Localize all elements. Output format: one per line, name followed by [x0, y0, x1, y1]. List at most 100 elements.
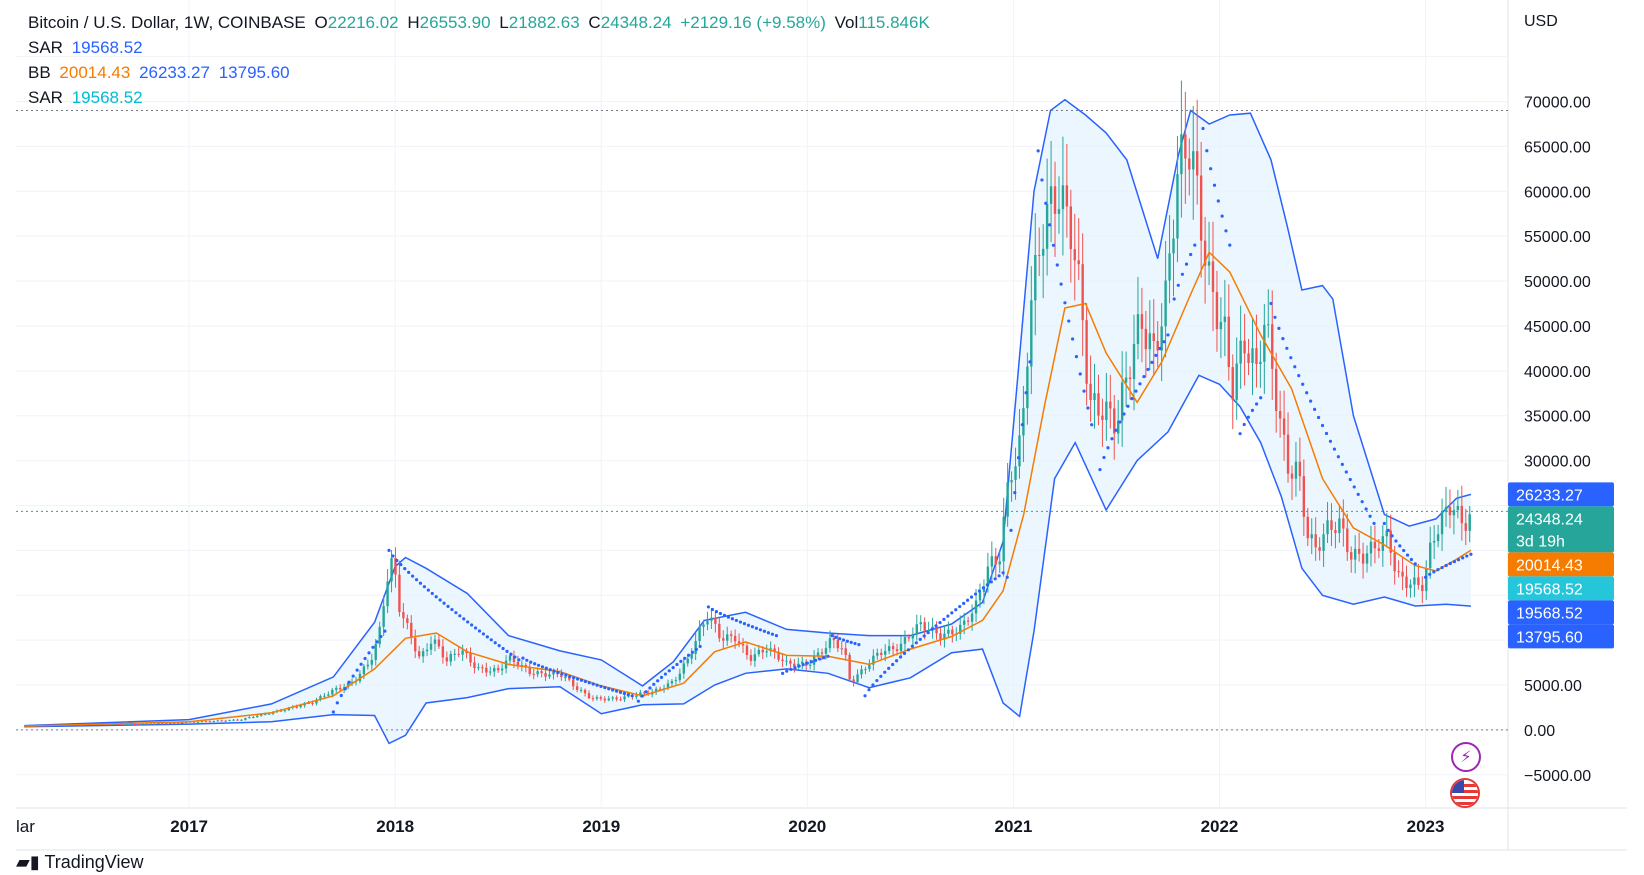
- candle-body: [1026, 366, 1029, 409]
- candle-body: [473, 662, 476, 669]
- candle-body: [1215, 291, 1219, 330]
- candle-body: [283, 710, 287, 712]
- candle-body: [706, 620, 709, 625]
- x-tick-label: lar: [16, 817, 35, 836]
- candle-body: [899, 643, 903, 651]
- candle-body: [678, 673, 682, 681]
- sar-dot: [845, 639, 849, 643]
- sar2-label[interactable]: SAR: [28, 88, 63, 107]
- candle-body: [1117, 420, 1120, 434]
- candle-body: [386, 581, 389, 607]
- sar-label[interactable]: SAR: [28, 38, 63, 57]
- sar-dot: [683, 656, 687, 660]
- candle-body: [1267, 324, 1270, 326]
- candle-body: [1038, 254, 1041, 256]
- sar-dot: [1465, 554, 1469, 558]
- sar-dot: [493, 641, 497, 645]
- y-tick-label: 45000.00: [1524, 319, 1591, 336]
- candle-body: [382, 606, 385, 627]
- candle-body: [623, 696, 626, 700]
- price-label-badge: [1508, 552, 1614, 577]
- candle-body: [1113, 408, 1116, 434]
- sar-dot: [599, 684, 603, 689]
- sar-dot: [1205, 149, 1209, 153]
- candle-body: [591, 698, 595, 700]
- candle-body: [828, 638, 832, 649]
- candle-body: [1377, 548, 1381, 551]
- candle-body: [741, 644, 745, 646]
- candle-body: [943, 633, 946, 640]
- sar-dot: [418, 581, 423, 585]
- y-tick-label: −5000.00: [1524, 768, 1591, 785]
- candle-body: [216, 720, 219, 722]
- sar-dot: [1423, 575, 1428, 579]
- candle-body: [109, 724, 113, 726]
- sar-dot: [997, 574, 1001, 578]
- candle-body: [1306, 516, 1309, 539]
- price-label-text: 19568.52: [1516, 605, 1583, 622]
- candle-body: [1278, 410, 1282, 419]
- candle-body: [181, 722, 184, 724]
- candle-body: [611, 697, 614, 699]
- candle-body: [493, 668, 496, 672]
- sar-dots: [331, 126, 1473, 714]
- bb-label[interactable]: BB: [28, 63, 51, 82]
- candle-body: [358, 674, 362, 682]
- candle-body: [1282, 418, 1286, 435]
- candle-body: [248, 717, 251, 719]
- sar2-value: 19568.52: [71, 88, 143, 107]
- candle-body: [757, 649, 761, 655]
- candle-body: [125, 724, 129, 726]
- us-flag-icon[interactable]: [1450, 778, 1480, 808]
- candle-body: [572, 679, 575, 687]
- candle-body: [753, 654, 757, 661]
- candle-body: [793, 663, 796, 668]
- candle-body: [366, 664, 370, 667]
- sar-dot: [533, 662, 537, 666]
- sar-dot: [1394, 539, 1398, 543]
- sar-dot: [1059, 282, 1063, 286]
- candle-body: [338, 687, 342, 690]
- candle-body: [1219, 321, 1223, 330]
- candle-body: [260, 714, 263, 716]
- sar-dot: [403, 566, 407, 571]
- candle-body: [370, 659, 373, 665]
- candle-body: [761, 649, 764, 653]
- candle-body: [425, 649, 429, 652]
- symbol-title[interactable]: Bitcoin / U.S. Dollar, 1W, COINBASE: [28, 13, 306, 32]
- candle-body: [196, 721, 200, 723]
- sar-dot: [568, 674, 572, 679]
- candle-body: [141, 723, 144, 725]
- candle-body: [599, 697, 603, 699]
- candle-body: [1389, 530, 1392, 553]
- low-label: L: [499, 13, 509, 32]
- sar-dot: [1428, 572, 1432, 576]
- candle-body: [1456, 505, 1460, 511]
- sar-dot: [513, 655, 517, 659]
- candle-body: [1365, 553, 1369, 564]
- sar-dot: [738, 620, 743, 624]
- sar-dot: [422, 585, 427, 589]
- candle-body: [1061, 185, 1065, 210]
- candle-body: [639, 692, 642, 696]
- lightning-icon[interactable]: ⚡: [1451, 742, 1481, 772]
- bb-lower-value: 13795.60: [218, 63, 290, 82]
- candle-body: [236, 719, 239, 721]
- candle-body: [1176, 174, 1179, 239]
- candle-body: [544, 673, 547, 677]
- sar-dot: [1305, 391, 1309, 395]
- candle-body: [224, 720, 227, 722]
- candle-body: [1302, 476, 1306, 517]
- candle-body: [702, 624, 705, 627]
- candle-body: [279, 710, 283, 712]
- candle-body: [1448, 506, 1452, 516]
- y-tick-label: 70000.00: [1524, 95, 1591, 112]
- candle-body: [1342, 518, 1345, 529]
- candle-body: [1077, 260, 1080, 265]
- candle-body: [548, 674, 551, 677]
- sar-dot: [1201, 126, 1205, 131]
- candle-body: [615, 697, 618, 700]
- candle-body: [113, 724, 117, 726]
- sar-dot: [1250, 408, 1255, 413]
